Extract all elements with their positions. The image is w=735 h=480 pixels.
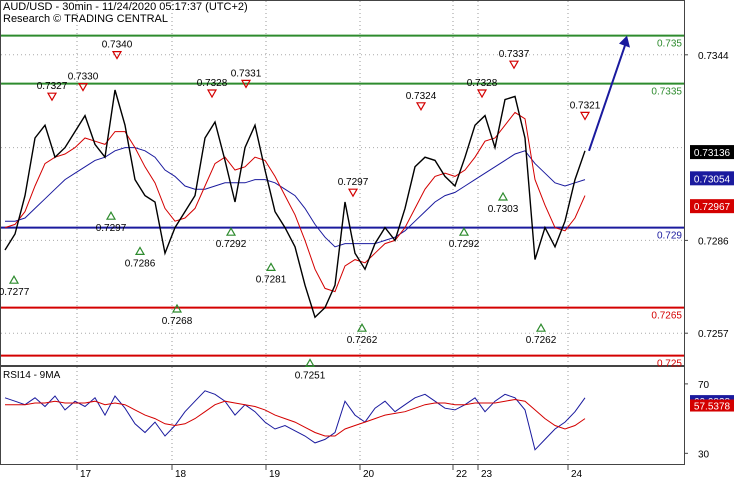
y-tick-label: 0.7286 xyxy=(698,236,729,247)
x-tick-label: 18 xyxy=(175,469,187,480)
swing-low-label: 0.7281 xyxy=(256,274,287,285)
swing-high-marker xyxy=(240,79,252,89)
swing-high-label: 0.7330 xyxy=(68,72,99,83)
y-tick-label: 0.7344 xyxy=(698,51,729,62)
swing-high-label: 0.7340 xyxy=(102,40,133,51)
price-tag-label: 0.72967 xyxy=(694,202,731,213)
swing-low-label: 0.7292 xyxy=(449,239,480,250)
y-axis: 0.7344 0.7286 0.7257 0.73136 0.73054 0.72967 xyxy=(684,51,734,340)
x-tick-label: 24 xyxy=(571,469,583,480)
y-tick-label: 0.7257 xyxy=(698,329,729,340)
ma-slow-line xyxy=(5,147,586,248)
ma-fast-line xyxy=(4,111,586,293)
chart-subtitle: Research © TRADING CENTRAL xyxy=(3,13,168,25)
swing-markers: 0.73270.73300.73400.73280.73310.72970.73… xyxy=(0,40,601,382)
swing-high-label: 0.7328 xyxy=(197,78,228,89)
x-tick-label: 17 xyxy=(80,469,92,480)
swing-high-marker xyxy=(476,89,488,99)
swing-low-marker xyxy=(356,322,368,332)
rsi-value-tag xyxy=(690,399,734,412)
swing-low-label: 0.7297 xyxy=(96,223,127,234)
level-label: 0.7335 xyxy=(651,87,682,98)
x-tick-label: 22 xyxy=(456,469,468,480)
level-label: 0.7265 xyxy=(651,311,682,322)
price-tag xyxy=(690,171,734,186)
swing-high-marker xyxy=(206,89,218,99)
swing-low-marker xyxy=(225,226,237,236)
price-tag-label: 0.73136 xyxy=(694,148,731,159)
price-tag xyxy=(690,199,734,214)
level-lines: 0.735 0.7335 0.729 0.7265 0.725 xyxy=(1,34,684,370)
swing-low-label: 0.7286 xyxy=(125,258,156,269)
swing-low-label: 0.7262 xyxy=(347,335,378,346)
chart-title: AUD/USD - 30min - 11/24/2020 05:17:37 (U… xyxy=(3,1,248,13)
level-label: 0.735 xyxy=(657,39,682,50)
swing-high-marker xyxy=(111,51,123,60)
rsi-panel-frame xyxy=(0,366,685,465)
main-panel-frame xyxy=(0,0,685,366)
rsi-y-tick-label: 70 xyxy=(698,380,710,391)
x-tick-label: 23 xyxy=(481,469,493,480)
swing-low-label: 0.7303 xyxy=(488,204,519,215)
level-label: 0.725 xyxy=(657,359,682,370)
rsi-line xyxy=(4,390,586,451)
swing-high-marker xyxy=(415,102,427,112)
swing-low-label: 0.7251 xyxy=(295,370,326,381)
swing-low-label: 0.7292 xyxy=(216,239,247,250)
level-label: 0.729 xyxy=(657,231,682,242)
swing-high-marker xyxy=(46,92,58,102)
x-tick-label: 19 xyxy=(269,469,281,480)
price-line xyxy=(4,89,586,319)
series-lines xyxy=(4,89,586,319)
swing-high-label: 0.7321 xyxy=(570,100,601,111)
x-axis: 17 18 19 20 22 23 24 xyxy=(76,464,583,480)
swing-low-marker xyxy=(458,226,470,236)
swing-high-marker xyxy=(508,60,520,70)
x-tick-label: 20 xyxy=(363,469,375,480)
swing-high-label: 0.7331 xyxy=(231,68,262,79)
rsi-panel: 703060.083857.5378 xyxy=(4,380,734,460)
grid xyxy=(1,1,684,463)
swing-low-marker xyxy=(134,246,146,255)
forecast-arrowhead xyxy=(619,35,630,48)
swing-low-label: 0.7268 xyxy=(162,316,193,327)
swing-low-marker xyxy=(535,322,547,332)
rsi-y-tick-label: 30 xyxy=(698,449,710,460)
swing-low-label: 0.7277 xyxy=(0,287,30,298)
rsi-ma-line xyxy=(5,398,586,437)
swing-high-marker xyxy=(579,111,591,121)
swing-high-label: 0.7337 xyxy=(499,49,530,60)
swing-low-label: 0.7262 xyxy=(526,335,557,346)
forecast-line xyxy=(588,39,628,152)
swing-high-label: 0.7327 xyxy=(37,81,68,92)
price-tag-label: 0.73054 xyxy=(694,174,731,185)
forecast-arrow xyxy=(588,35,630,152)
rsi-panel-title: RSI14 - 9MA xyxy=(3,370,61,381)
swing-high-label: 0.7297 xyxy=(338,177,369,188)
swing-low-marker xyxy=(265,262,277,271)
swing-low-marker xyxy=(105,210,117,220)
swing-high-label: 0.7324 xyxy=(406,91,437,102)
swing-high-marker xyxy=(347,188,359,198)
price-tag xyxy=(690,145,734,160)
swing-low-marker xyxy=(304,358,316,367)
swing-high-marker xyxy=(77,83,89,92)
swing-low-marker xyxy=(497,191,509,201)
swing-low-marker xyxy=(8,274,20,284)
rsi-value-tag-label: 57.5378 xyxy=(694,402,731,413)
swing-high-label: 0.7328 xyxy=(467,78,498,89)
swing-low-marker xyxy=(171,303,183,313)
